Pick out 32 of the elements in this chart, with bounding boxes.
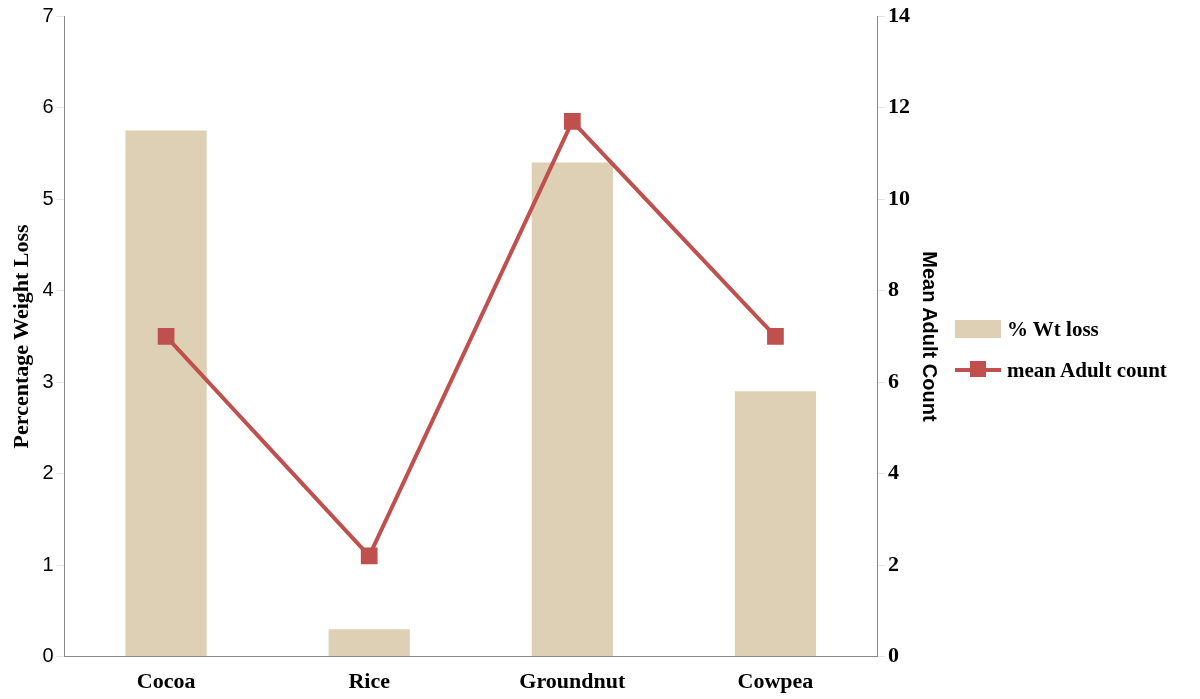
y-tick-label: 5 [42, 186, 54, 209]
x-tick-label: Rice [348, 668, 391, 694]
y-tick-label: 7 [42, 3, 54, 26]
x-tick-label: Cocoa [136, 668, 196, 694]
point [767, 328, 784, 345]
y2-tick-label: 12 [888, 93, 910, 119]
point [563, 113, 581, 130]
y2-tick-label: 8 [888, 276, 899, 302]
bar [125, 130, 207, 657]
x-tick-label: Cowpea [737, 668, 814, 694]
y-tick-label: 0 [42, 644, 54, 667]
y2-tick-label: 14 [888, 1, 910, 27]
y-tick-label: 3 [42, 369, 54, 392]
x-tick-label: Groundnut [519, 668, 626, 694]
y2-tick-label: 10 [888, 184, 910, 210]
y2-tick-label: 0 [888, 642, 899, 668]
y2-tick-label: 2 [888, 550, 899, 576]
y-tick-label: 4 [42, 278, 54, 301]
y-tick-label: 1 [42, 552, 54, 575]
y2-tick-label: 6 [888, 367, 899, 393]
y-tick-label: 2 [42, 461, 54, 484]
point [360, 547, 378, 565]
point [157, 328, 175, 345]
bar [328, 629, 410, 657]
y-tick-label: 6 [42, 95, 54, 118]
y2-axis-title: Mean Adult Count [919, 251, 942, 422]
bar [734, 391, 817, 657]
legend-label: % Wt loss [1007, 316, 1099, 342]
bar [531, 162, 613, 657]
y-axis-title: Percentage Weight Loss [7, 223, 33, 449]
legend-label: mean Adult count [1007, 357, 1167, 383]
y2-tick-label: 4 [888, 459, 899, 485]
